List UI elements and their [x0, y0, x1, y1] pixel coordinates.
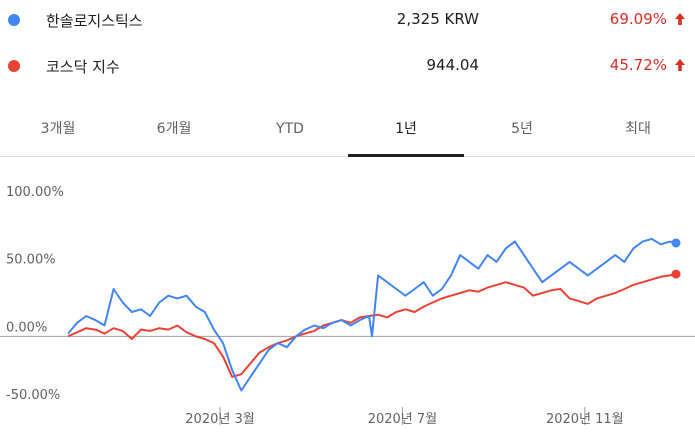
series-color-dot: [8, 14, 20, 26]
legend-price: 944.04: [426, 56, 480, 74]
series-color-dot: [8, 60, 20, 72]
x-tick-label: 2020년 7월: [368, 412, 437, 427]
y-tick-label: -50.00%: [6, 388, 60, 403]
arrow-up-icon: [675, 13, 685, 25]
legend-name: 한솔로지스틱스: [46, 12, 143, 30]
range-tabs: 3개월 6개월 YTD 1년 5년 최대: [0, 106, 695, 157]
series-line-stock: [67, 237, 677, 392]
y-axis: 100.00% 50.00% 0.00% -50.00%: [0, 185, 695, 403]
y-tick-label: 100.00%: [6, 185, 64, 200]
legend-change: 45.72%: [609, 56, 667, 74]
y-tick-label: 0.00%: [6, 320, 47, 335]
tab-5y[interactable]: 5년: [511, 121, 533, 137]
series-end-point-index: [671, 269, 681, 279]
x-axis: 2020년 3월 2020년 7월 2020년 11월: [185, 407, 624, 427]
legend-change: 69.09%: [609, 10, 667, 28]
tab-6m[interactable]: 6개월: [156, 121, 192, 137]
x-tick-label: 2020년 11월: [546, 412, 624, 427]
performance-chart[interactable]: 100.00%50.00%0.00%-50.00% 2020년 3월 2020년 …: [0, 157, 695, 439]
legend-row-index[interactable]: 코스닥 지수 944.04 45.72%: [0, 46, 695, 92]
y-tick-label: 50.00%: [6, 253, 56, 268]
legend-row-stock[interactable]: 한솔로지스틱스 2,325 KRW 69.09%: [0, 0, 695, 46]
series-end-point-stock: [671, 238, 681, 248]
arrow-up-icon: [675, 59, 685, 71]
tab-3m[interactable]: 3개월: [40, 121, 76, 137]
legend-price: 2,325 KRW: [396, 10, 479, 28]
series-lines: [67, 237, 681, 392]
legend-name: 코스닥 지수: [46, 58, 120, 76]
series-line-index: [67, 273, 677, 378]
tab-max[interactable]: 최대: [625, 121, 651, 137]
tab-1y[interactable]: 1년: [348, 106, 464, 157]
tab-ytd[interactable]: YTD: [276, 121, 304, 137]
x-tick-label: 2020년 3월: [185, 412, 254, 427]
